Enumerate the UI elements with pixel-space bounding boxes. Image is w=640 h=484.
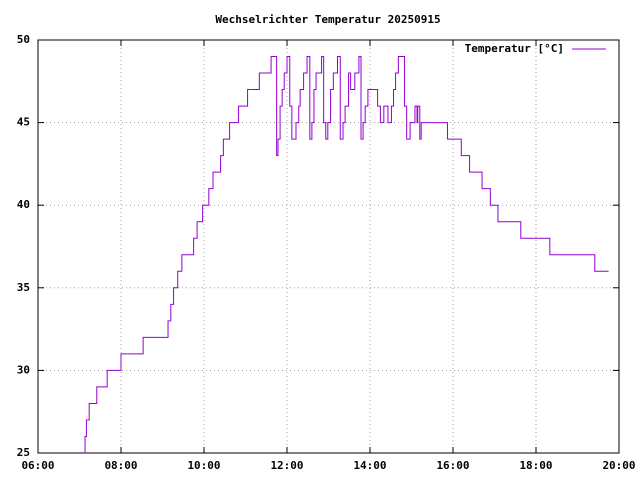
y-tick-label: 25 [17,446,30,459]
x-tick-label: 12:00 [270,459,303,472]
x-tick-label: 14:00 [353,459,386,472]
y-tick-label: 40 [17,198,30,211]
x-tick-label: 06:00 [21,459,54,472]
x-tick-label: 10:00 [187,459,220,472]
x-tick-label: 08:00 [104,459,137,472]
y-tick-label: 30 [17,363,30,376]
data-line [84,56,609,454]
x-tick-label: 20:00 [602,459,635,472]
plot-frame [37,39,620,454]
y-tick-label: 45 [17,116,30,129]
legend-label: Temperatur [°C] [465,42,564,55]
y-tick-label: 50 [17,33,30,46]
chart-title: Wechselrichter Temperatur 20250915 [215,13,440,26]
x-tick-label: 16:00 [436,459,469,472]
x-tick-label: 18:00 [519,459,552,472]
y-tick-label: 35 [17,281,30,294]
